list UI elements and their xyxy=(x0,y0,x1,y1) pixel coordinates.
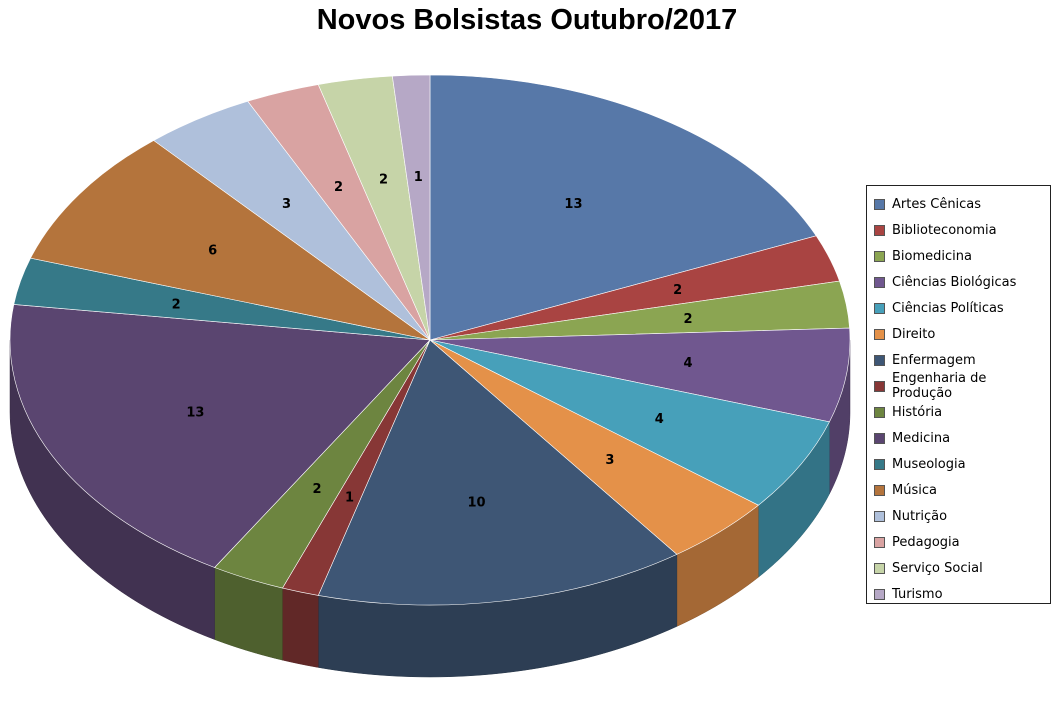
data-label: 10 xyxy=(467,496,485,511)
legend-item: Ciências Políticas xyxy=(867,295,1050,321)
legend-item: Turismo xyxy=(867,581,1050,607)
legend-swatch xyxy=(874,328,885,340)
legend-swatch xyxy=(874,562,885,574)
legend-label: Medicina xyxy=(892,430,951,446)
data-label: 2 xyxy=(172,297,181,312)
legend-item: Serviço Social xyxy=(867,555,1050,581)
legend-item: Música xyxy=(867,477,1050,503)
legend-swatch xyxy=(874,302,885,314)
pie-slice-ciências-políticas[interactable] xyxy=(429,339,830,506)
legend-label: Biblioteconomia xyxy=(892,222,997,238)
pie-slice-turismo[interactable] xyxy=(392,74,431,341)
legend-label: Enfermagem xyxy=(892,352,976,368)
legend-label: Museologia xyxy=(892,456,966,472)
legend-label: História xyxy=(892,404,943,420)
legend-label: Nutrição xyxy=(892,508,948,524)
legend-item: Medicina xyxy=(867,425,1050,451)
pie-slice-ciências-biológicas[interactable] xyxy=(429,327,851,423)
legend-swatch xyxy=(874,198,885,210)
legend-item: Nutrição xyxy=(867,503,1050,529)
legend-swatch xyxy=(874,510,885,522)
legend-label: Pedagogia xyxy=(892,534,960,550)
pie-slice-medicina[interactable] xyxy=(9,304,431,568)
legend-label: Artes Cênicas xyxy=(892,196,982,212)
pie-side-engenharia-de-produção xyxy=(282,587,319,668)
legend-item: Ciências Biológicas xyxy=(867,269,1050,295)
legend-item: História xyxy=(867,399,1050,425)
legend-swatch xyxy=(874,380,885,392)
legend-label: Ciências Biológicas xyxy=(892,274,1017,290)
legend-swatch xyxy=(874,588,885,600)
legend-label: Turismo xyxy=(892,586,943,602)
legend-swatch xyxy=(874,458,885,470)
legend-item: Artes Cênicas xyxy=(867,191,1050,217)
legend-swatch xyxy=(874,354,885,366)
legend-item: Museologia xyxy=(867,451,1050,477)
data-label: 13 xyxy=(564,197,582,212)
legend-item: Enfermagem xyxy=(867,347,1050,373)
chart-title: Novos Bolsistas Outubro/2017 xyxy=(316,4,738,36)
data-label: 4 xyxy=(655,412,664,427)
legend-item: Direito xyxy=(867,321,1050,347)
data-label: 2 xyxy=(379,172,388,187)
data-label: 1 xyxy=(414,170,423,185)
data-label: 6 xyxy=(208,243,217,258)
pie-slice-música[interactable] xyxy=(30,140,431,341)
data-label: 2 xyxy=(312,482,321,497)
legend-swatch xyxy=(874,484,885,496)
legend-swatch xyxy=(874,536,885,548)
legend-swatch xyxy=(874,250,885,262)
legend-label: Música xyxy=(892,482,937,498)
legend-swatch xyxy=(874,276,885,288)
data-label: 3 xyxy=(282,197,291,212)
legend-label: Biomedicina xyxy=(892,248,972,264)
pie-slice-artes-cênicas[interactable] xyxy=(429,74,817,341)
legend: Artes Cênicas Biblioteconomia Biomedicina C… xyxy=(866,185,1051,604)
legend-swatch xyxy=(874,224,885,236)
legend-swatch xyxy=(874,432,885,444)
data-label: 3 xyxy=(605,453,614,468)
legend-label: Serviço Social xyxy=(892,560,983,576)
legend-label: Engenharia de Produção xyxy=(891,371,987,401)
legend-label: Direito xyxy=(892,326,936,342)
legend-swatch xyxy=(874,406,885,418)
pie-slice-enfermagem[interactable] xyxy=(317,339,678,606)
data-label: 2 xyxy=(334,180,343,195)
legend-item: Engenharia de Produção xyxy=(867,371,1050,401)
data-label: 2 xyxy=(684,312,693,327)
data-label: 2 xyxy=(673,283,682,298)
data-label: 4 xyxy=(684,356,693,371)
legend-item: Pedagogia xyxy=(867,529,1050,555)
legend-item: Biblioteconomia xyxy=(867,217,1050,243)
legend-item: Biomedicina xyxy=(867,243,1050,269)
data-label: 13 xyxy=(186,405,204,420)
legend-label: Ciências Políticas xyxy=(892,300,1004,316)
data-label: 1 xyxy=(345,490,354,505)
